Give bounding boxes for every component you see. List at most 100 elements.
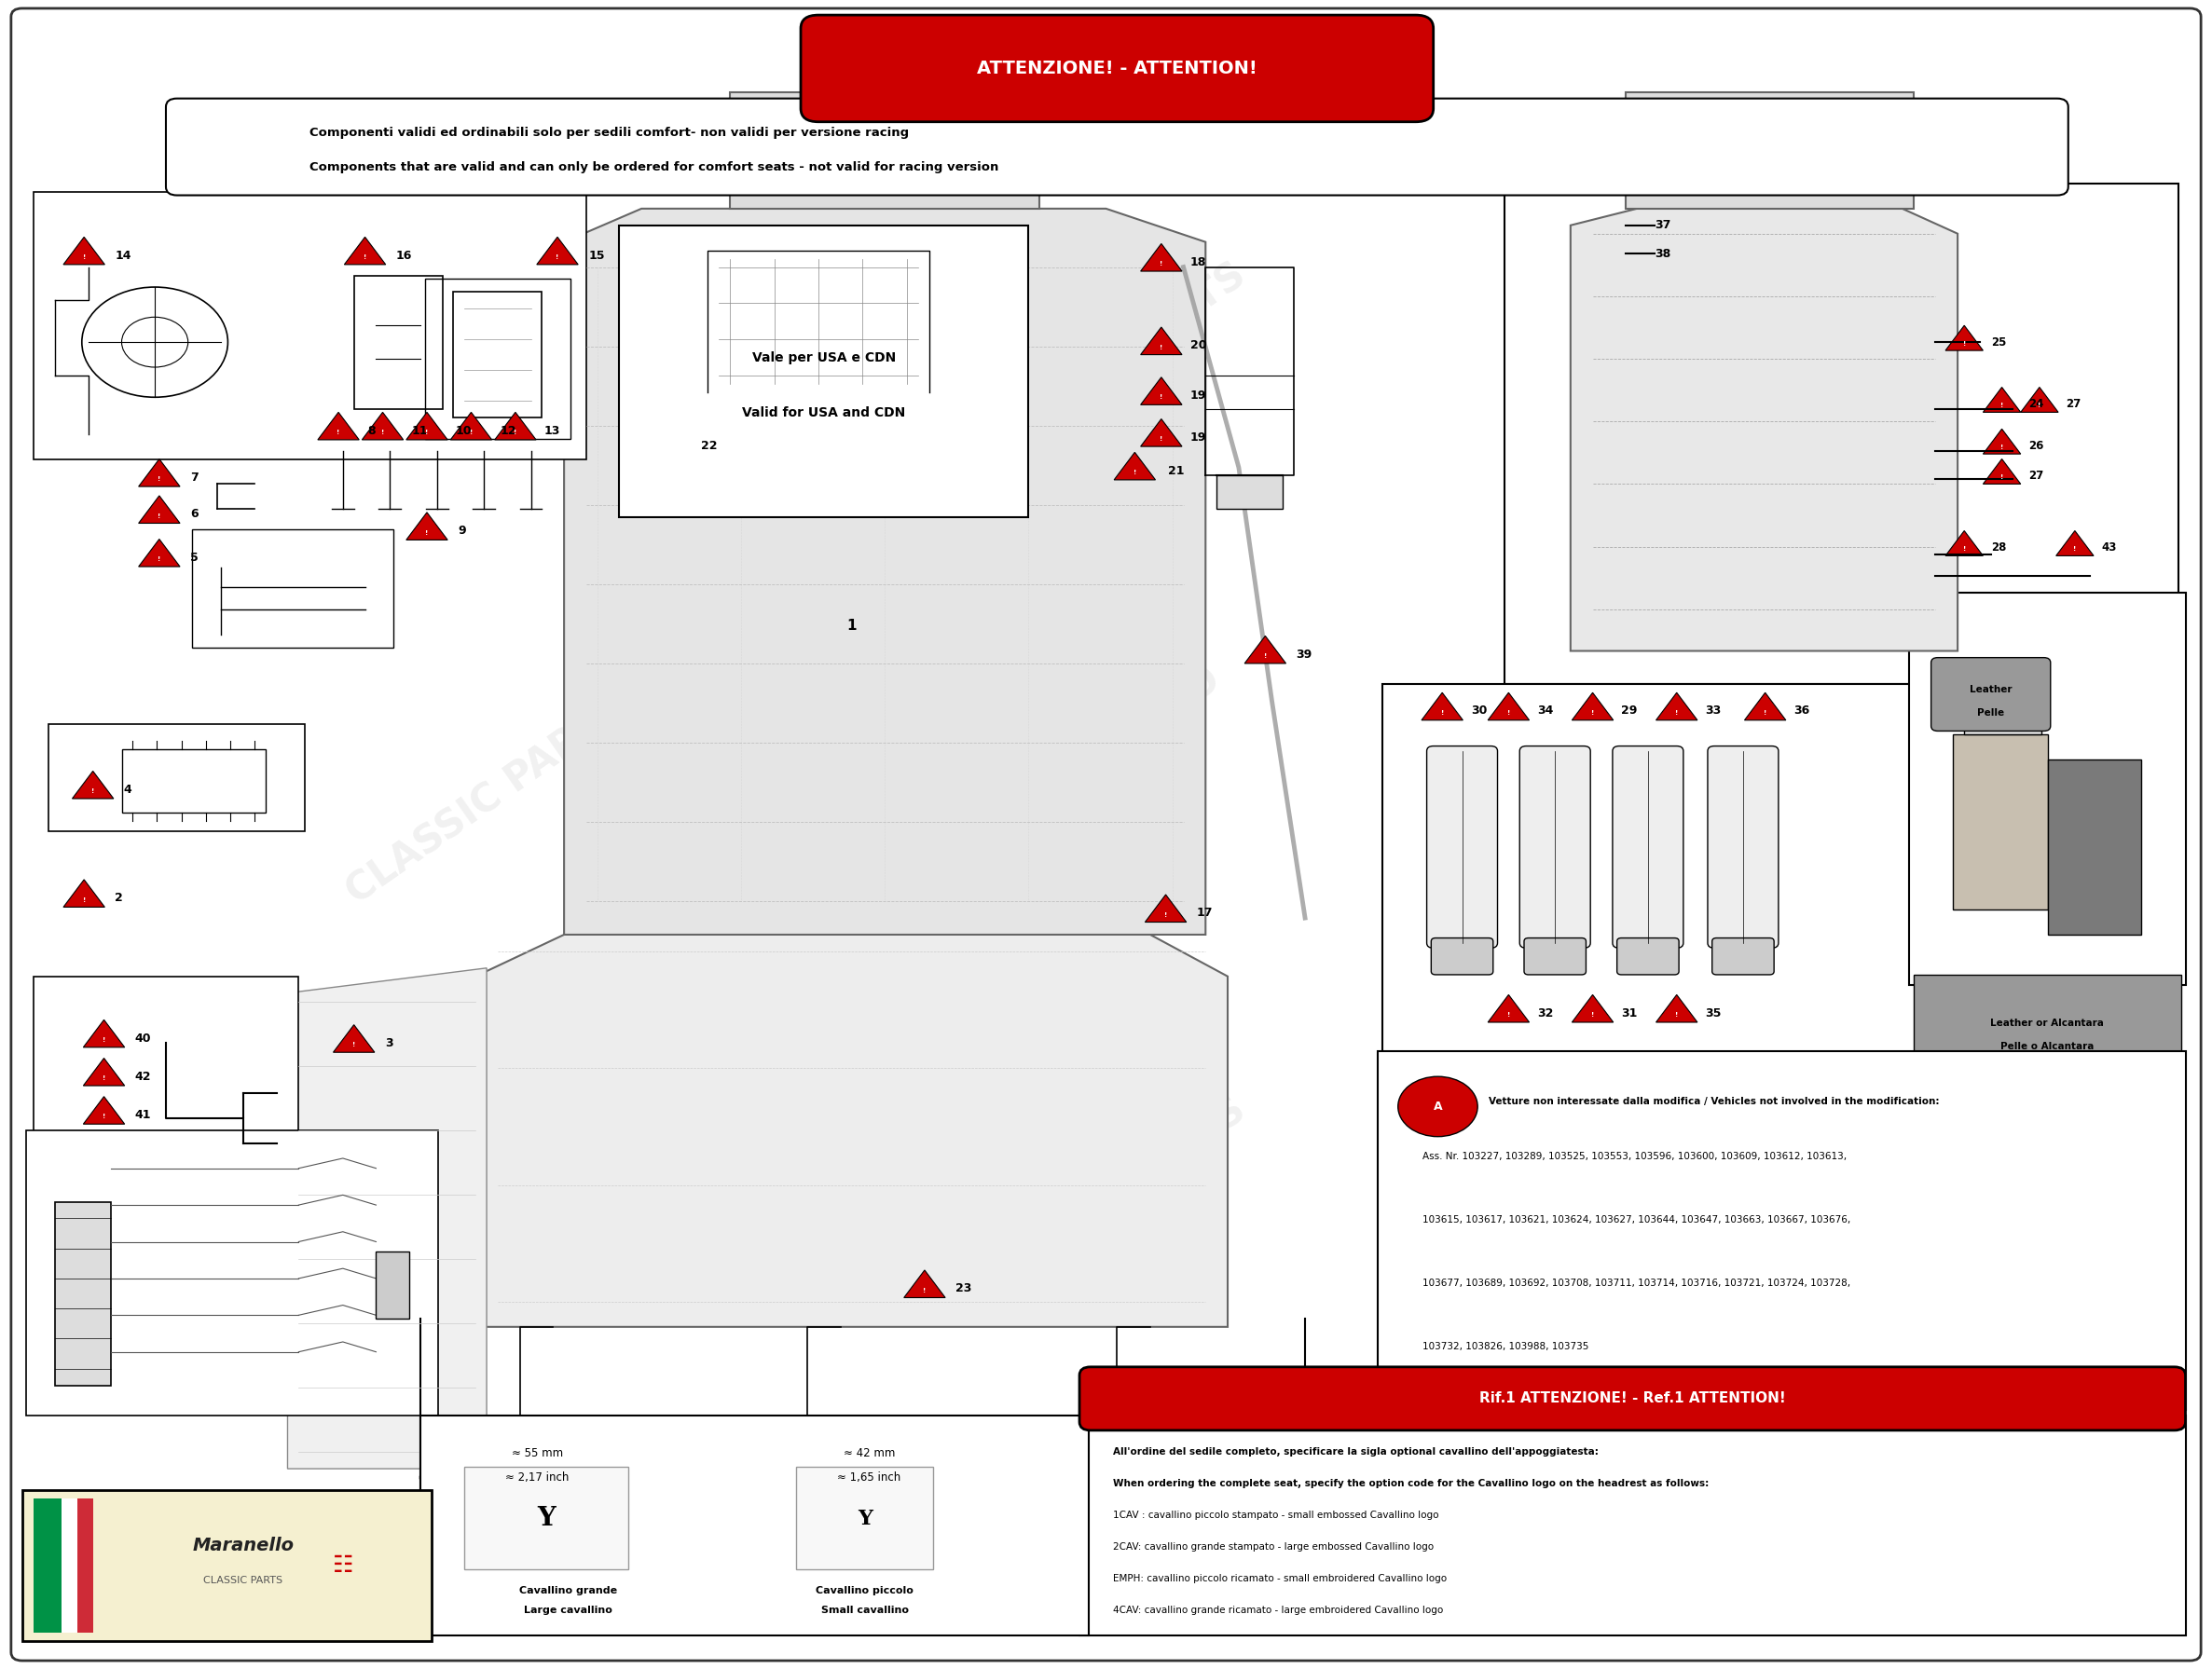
- Circle shape: [1398, 1077, 1478, 1137]
- Polygon shape: [1146, 895, 1186, 921]
- Polygon shape: [1657, 693, 1697, 721]
- Text: !: !: [1763, 709, 1767, 716]
- Text: MARANELLO: MARANELLO: [1537, 1075, 1781, 1262]
- Text: !: !: [157, 512, 161, 519]
- Polygon shape: [495, 412, 535, 439]
- Text: !: !: [336, 429, 341, 436]
- Text: 103732, 103826, 103988, 103735: 103732, 103826, 103988, 103735: [1422, 1342, 1588, 1352]
- Polygon shape: [2055, 531, 2093, 556]
- Text: !: !: [380, 429, 385, 436]
- FancyBboxPatch shape: [1378, 1051, 2185, 1410]
- Text: MARANELLO: MARANELLO: [984, 658, 1228, 845]
- Text: 31: 31: [1621, 1006, 1637, 1020]
- Polygon shape: [407, 412, 447, 439]
- FancyBboxPatch shape: [49, 724, 305, 831]
- Text: 20: 20: [1190, 339, 1206, 352]
- Text: 26: 26: [2028, 439, 2044, 452]
- Polygon shape: [64, 880, 104, 908]
- Text: MARANELLO: MARANELLO: [365, 274, 608, 461]
- Text: 18: 18: [1190, 255, 1206, 269]
- Polygon shape: [2022, 387, 2057, 412]
- FancyBboxPatch shape: [1382, 684, 1924, 1093]
- Text: 39: 39: [1296, 648, 1312, 661]
- Text: 13: 13: [544, 424, 560, 437]
- Text: A: A: [1433, 1100, 1442, 1113]
- Text: 3: 3: [385, 1036, 394, 1050]
- Text: 30: 30: [1471, 704, 1486, 718]
- Polygon shape: [139, 459, 179, 487]
- Text: !: !: [922, 1287, 927, 1293]
- Text: !: !: [352, 1041, 356, 1048]
- FancyBboxPatch shape: [425, 279, 571, 439]
- FancyBboxPatch shape: [33, 976, 299, 1202]
- Polygon shape: [1626, 92, 1913, 209]
- Text: 22: 22: [701, 439, 717, 452]
- Polygon shape: [334, 1025, 374, 1053]
- Polygon shape: [476, 935, 1228, 1327]
- Polygon shape: [1657, 995, 1697, 1021]
- Text: 2CAV: cavallino grande stampato - large embossed Cavallino logo: 2CAV: cavallino grande stampato - large …: [1113, 1542, 1433, 1552]
- FancyBboxPatch shape: [1909, 592, 2185, 985]
- Text: 10: 10: [456, 424, 471, 437]
- Polygon shape: [84, 1020, 124, 1048]
- Polygon shape: [1489, 995, 1528, 1021]
- Text: 37: 37: [1655, 219, 1670, 232]
- FancyBboxPatch shape: [1431, 938, 1493, 975]
- Text: 8: 8: [367, 424, 376, 437]
- Polygon shape: [1944, 531, 1982, 556]
- Polygon shape: [288, 968, 487, 1469]
- Text: !: !: [1440, 709, 1444, 716]
- Text: !: !: [1590, 1011, 1595, 1018]
- FancyBboxPatch shape: [166, 98, 2068, 195]
- Text: Vale per USA e CDN: Vale per USA e CDN: [752, 350, 896, 364]
- Text: !: !: [668, 444, 672, 451]
- Text: !: !: [91, 788, 95, 794]
- Polygon shape: [1489, 693, 1528, 721]
- FancyBboxPatch shape: [801, 15, 1433, 122]
- Text: !: !: [1506, 709, 1511, 716]
- FancyBboxPatch shape: [22, 1490, 431, 1641]
- Polygon shape: [1573, 693, 1613, 721]
- Text: 40: 40: [135, 1031, 150, 1045]
- Text: Pelle: Pelle: [1978, 708, 2004, 718]
- Text: !: !: [102, 1113, 106, 1120]
- Text: !: !: [1962, 340, 1966, 347]
- Bar: [376, 1252, 409, 1319]
- FancyBboxPatch shape: [33, 192, 586, 459]
- Polygon shape: [564, 209, 1206, 935]
- Text: ≈ 55 mm: ≈ 55 mm: [511, 1447, 564, 1460]
- Polygon shape: [204, 122, 261, 159]
- Text: CLASSIC PARTS: CLASSIC PARTS: [958, 255, 1254, 479]
- Polygon shape: [139, 539, 179, 566]
- Text: !: !: [1590, 709, 1595, 716]
- FancyBboxPatch shape: [1504, 184, 2179, 684]
- Text: 103615, 103617, 103621, 103624, 103627, 103644, 103647, 103663, 103667, 103676,: 103615, 103617, 103621, 103624, 103627, …: [1422, 1215, 1851, 1225]
- FancyBboxPatch shape: [1079, 1415, 2185, 1636]
- Text: 2: 2: [115, 891, 124, 905]
- Text: 28: 28: [1991, 541, 2006, 554]
- Text: 4: 4: [124, 783, 133, 796]
- Text: !: !: [1263, 653, 1267, 659]
- Text: !: !: [1159, 260, 1164, 267]
- Text: 41: 41: [135, 1108, 150, 1122]
- Bar: [122, 749, 265, 813]
- Polygon shape: [1141, 377, 1181, 404]
- Text: !: !: [157, 556, 161, 562]
- Text: !: !: [1159, 394, 1164, 401]
- Text: 11: 11: [411, 424, 427, 437]
- Text: !: !: [1674, 1011, 1679, 1018]
- Polygon shape: [64, 237, 104, 264]
- Bar: [55, 1202, 111, 1385]
- Bar: [62, 1499, 77, 1632]
- FancyBboxPatch shape: [1931, 658, 2051, 731]
- Text: 23: 23: [956, 1282, 971, 1295]
- Text: 25: 25: [1991, 335, 2006, 349]
- Text: EMPH: cavallino piccolo ricamato - small embroidered Cavallino logo: EMPH: cavallino piccolo ricamato - small…: [1113, 1574, 1447, 1584]
- Text: CLASSIC PARTS: CLASSIC PARTS: [338, 689, 635, 913]
- Text: 1CAV : cavallino piccolo stampato - small embossed Cavallino logo: 1CAV : cavallino piccolo stampato - smal…: [1113, 1510, 1438, 1520]
- Polygon shape: [905, 1270, 945, 1298]
- Text: CLASSIC PARTS: CLASSIC PARTS: [958, 1090, 1254, 1314]
- FancyBboxPatch shape: [192, 529, 394, 648]
- Text: 12: 12: [500, 424, 515, 437]
- FancyBboxPatch shape: [1712, 938, 1774, 975]
